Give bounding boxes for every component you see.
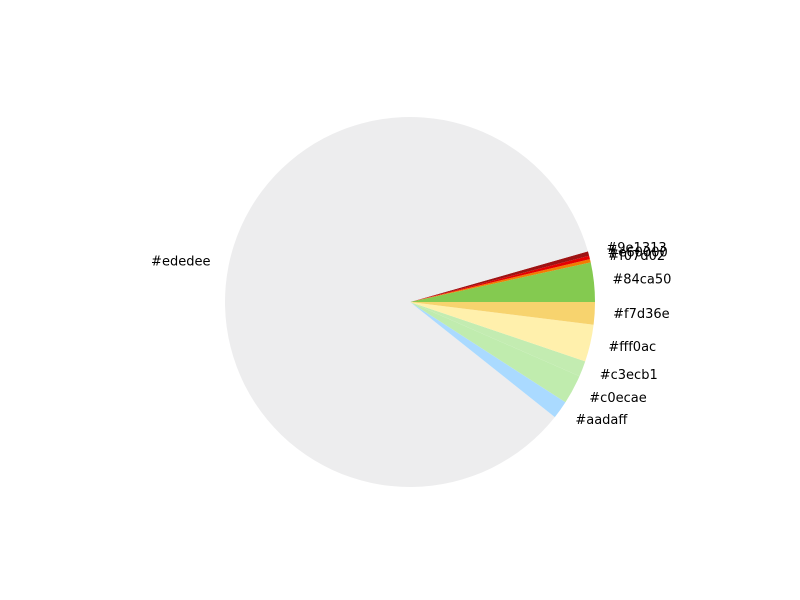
slice-label-8: #fff0ac xyxy=(608,340,656,355)
pie-slice-8 xyxy=(410,302,594,362)
pie-slice-4 xyxy=(225,116,588,487)
pie-slice-3 xyxy=(410,251,590,302)
slice-label-9: #f7d36e xyxy=(613,307,670,322)
slice-label-4: #ededee xyxy=(151,255,210,270)
slice-label-3: #9e1313 xyxy=(606,241,666,256)
pie-slices xyxy=(225,116,595,487)
slice-label-0: #84ca50 xyxy=(612,273,671,288)
pie-slice-6 xyxy=(410,302,580,403)
slice-label-2: #e60000 xyxy=(608,245,668,260)
slice-label-1: #f07d02 xyxy=(608,249,665,264)
pie-slice-9 xyxy=(410,302,595,325)
slice-label-7: #c3ecb1 xyxy=(600,368,658,383)
pie-slice-5 xyxy=(410,302,566,418)
slice-label-6: #c0ecae xyxy=(589,391,646,406)
slice-label-5: #aadaff xyxy=(575,413,628,428)
pie-slice-0 xyxy=(410,262,595,302)
pie-slice-1 xyxy=(410,259,591,302)
pie-slice-7 xyxy=(410,302,586,377)
pie-slice-2 xyxy=(410,255,590,302)
pie-labels: #84ca50 #f07d02#e60000#9e1313 #ededee #aada… xyxy=(151,241,671,428)
